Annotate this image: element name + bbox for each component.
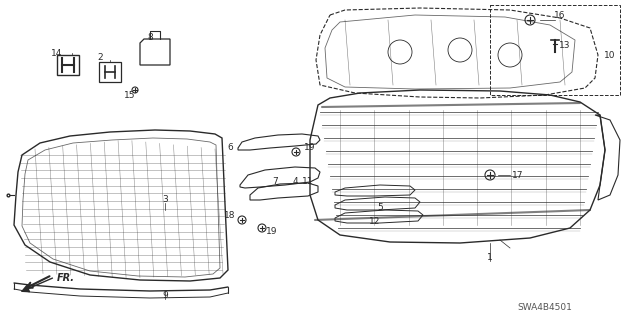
Text: 10: 10 xyxy=(604,50,616,60)
Text: 1: 1 xyxy=(487,254,493,263)
Text: 8: 8 xyxy=(147,33,153,42)
Text: SWA4B4501: SWA4B4501 xyxy=(518,303,572,313)
Text: 2: 2 xyxy=(97,53,103,62)
Text: 3: 3 xyxy=(162,196,168,204)
Text: 5: 5 xyxy=(377,203,383,211)
Text: 19: 19 xyxy=(266,227,278,236)
Text: 4: 4 xyxy=(292,177,298,187)
Text: 9: 9 xyxy=(162,292,168,300)
Text: 6: 6 xyxy=(227,144,233,152)
Text: 7: 7 xyxy=(272,177,278,187)
Text: 14: 14 xyxy=(51,48,63,57)
Text: 16: 16 xyxy=(554,11,566,19)
Text: 12: 12 xyxy=(369,218,381,226)
Text: FR.: FR. xyxy=(57,273,75,283)
Text: 19: 19 xyxy=(304,143,316,152)
Text: 13: 13 xyxy=(559,41,571,49)
Text: 18: 18 xyxy=(224,211,236,219)
Text: 11: 11 xyxy=(302,177,314,187)
Text: 17: 17 xyxy=(512,170,524,180)
Text: 15: 15 xyxy=(124,91,136,100)
